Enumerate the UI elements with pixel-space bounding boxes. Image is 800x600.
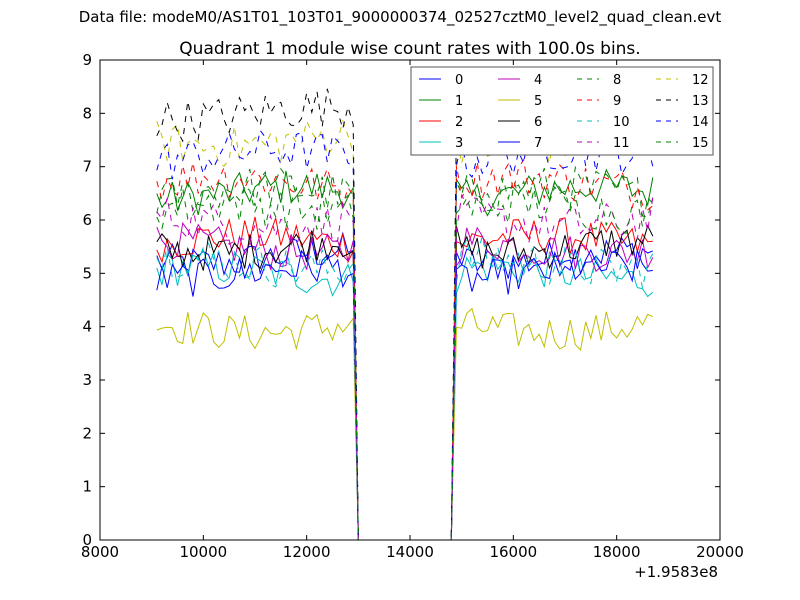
series-line-12 <box>156 119 653 541</box>
y-tick-label: 9 <box>82 51 92 69</box>
plot-lines <box>156 88 654 541</box>
x-tick-label: 18000 <box>593 543 641 561</box>
x-tick-label: 12000 <box>283 543 331 561</box>
series-line-3 <box>156 248 654 541</box>
x-tick-label: 16000 <box>489 543 537 561</box>
y-tick-label: 5 <box>82 264 92 282</box>
series-line-13 <box>156 88 654 541</box>
series-line-7 <box>156 248 653 541</box>
chart-title: Quadrant 1 module wise count rates with … <box>179 39 640 59</box>
series-line-15 <box>156 184 654 541</box>
y-tick-label: 0 <box>82 531 92 549</box>
series-line-6 <box>156 224 654 541</box>
y-tick-label: 6 <box>82 211 92 229</box>
y-tick-label: 1 <box>82 478 92 496</box>
series-line-10 <box>156 236 654 541</box>
series-line-8 <box>156 165 654 541</box>
legend-label: 6 <box>534 115 542 130</box>
data-file-header: Data file: modeM0/AS1T01_103T01_90000003… <box>78 8 722 26</box>
series-line-14 <box>156 129 654 541</box>
legend-label: 0 <box>455 73 463 88</box>
legend-label: 11 <box>613 136 630 151</box>
legend-label: 9 <box>613 94 621 109</box>
legend-label: 7 <box>534 136 542 151</box>
series-line-5 <box>156 307 653 541</box>
x-tick-label: 8000 <box>81 543 119 561</box>
y-tick-label: 7 <box>82 158 92 176</box>
legend-label: 5 <box>534 94 542 109</box>
y-tick-label: 8 <box>82 104 92 122</box>
x-offset-label: +1.9583e8 <box>634 563 718 581</box>
y-tick-label: 4 <box>82 318 92 336</box>
legend-label: 14 <box>692 115 709 130</box>
x-tick-label: 10000 <box>179 543 227 561</box>
series-line-11 <box>156 193 654 541</box>
series-line-0 <box>156 231 653 541</box>
y-tick-label: 2 <box>82 424 92 442</box>
legend-label: 2 <box>455 115 463 130</box>
y-tick-label: 3 <box>82 371 92 389</box>
legend-box <box>410 66 714 156</box>
legend-label: 1 <box>455 94 463 109</box>
x-tick-label: 20000 <box>696 543 744 561</box>
legend-label: 15 <box>692 136 709 151</box>
legend-label: 13 <box>692 94 709 109</box>
x-tick-label: 14000 <box>386 543 434 561</box>
series-line-9 <box>156 158 654 541</box>
legend-label: 10 <box>613 115 630 130</box>
legend-label: 3 <box>455 136 463 151</box>
legend-label: 4 <box>534 73 542 88</box>
x-axis: 8000 10000 12000 14000 16000 18000 20000 <box>81 60 744 561</box>
legend-label: 8 <box>613 73 621 88</box>
legend-label: 12 <box>692 73 709 88</box>
